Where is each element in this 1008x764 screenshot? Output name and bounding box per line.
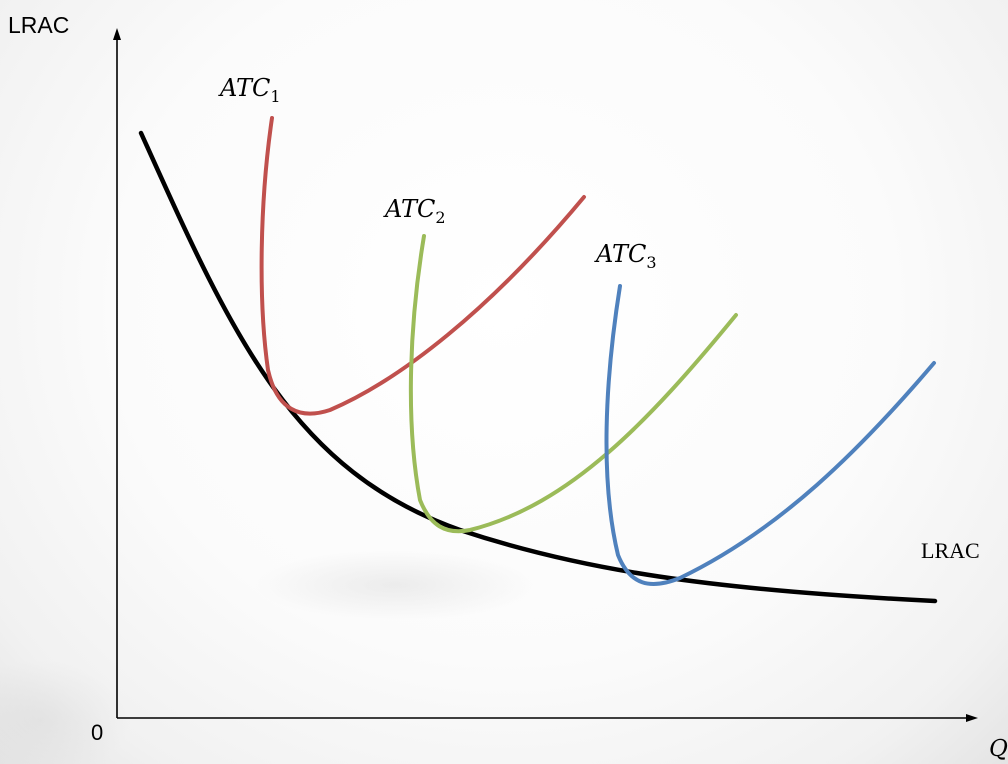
- atc3-curve: [604, 284, 936, 586]
- atc2-label-subscript: 2: [435, 208, 445, 227]
- origin-label: 0: [91, 720, 103, 745]
- background-smudge: [255, 550, 535, 620]
- atc2-label: ATC2: [383, 195, 446, 227]
- y-axis-label: LRAC: [8, 12, 69, 38]
- y-axis-arrowhead: [113, 28, 121, 40]
- atc1-label: ATC1: [218, 74, 281, 106]
- atc1-curve: [259, 116, 586, 416]
- background-smudge: [0, 660, 130, 764]
- atc3-label-base: ATC: [594, 240, 646, 268]
- lrac-curve: [138, 130, 938, 604]
- atc2-curve: [408, 234, 738, 534]
- x-axis-label: Q: [989, 736, 1008, 762]
- lrac-curve-label: LRAC: [921, 538, 980, 563]
- atc3-label: ATC3: [594, 240, 657, 272]
- atc1-label-subscript: 1: [270, 87, 280, 106]
- x-axis-arrowhead: [966, 714, 978, 722]
- atc3-label-subscript: 3: [646, 253, 656, 272]
- atc2-label-base: ATC: [383, 195, 435, 223]
- atc1-label-base: ATC: [218, 74, 270, 102]
